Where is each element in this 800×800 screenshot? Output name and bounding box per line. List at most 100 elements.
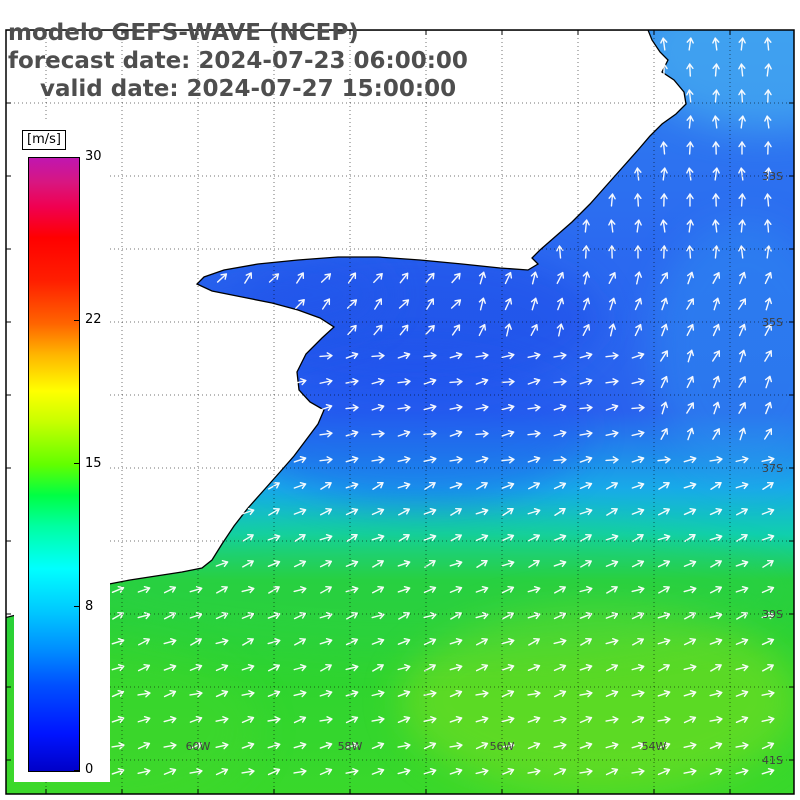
wind-arrow bbox=[137, 663, 151, 672]
wind-arrow bbox=[189, 690, 203, 698]
wind-arrow bbox=[374, 298, 383, 310]
wind-arrow bbox=[631, 378, 645, 386]
wind-arrow bbox=[764, 297, 773, 311]
wind-arrow bbox=[579, 455, 593, 464]
wind-arrow bbox=[657, 767, 671, 776]
wind-arrow bbox=[425, 272, 435, 284]
wind-arrow bbox=[683, 455, 697, 464]
wind-arrow bbox=[739, 271, 747, 285]
wind-arrow bbox=[608, 272, 617, 284]
wind-arrow bbox=[345, 715, 359, 724]
wind-arrow bbox=[709, 585, 723, 594]
wind-arrow bbox=[738, 245, 746, 259]
wind-arrow bbox=[631, 741, 645, 750]
wind-arrow bbox=[686, 298, 695, 310]
wind-arrow bbox=[660, 401, 669, 415]
wind-arrow bbox=[712, 193, 720, 207]
wind-arrow bbox=[686, 141, 694, 155]
wind-arrow bbox=[501, 456, 515, 464]
wind-arrow bbox=[634, 271, 642, 285]
wind-arrow bbox=[293, 586, 307, 594]
map-frame bbox=[5, 29, 795, 795]
wind-arrow bbox=[738, 298, 747, 310]
wind-arrow bbox=[267, 663, 281, 672]
wind-arrow bbox=[712, 141, 720, 155]
wind-arrow bbox=[527, 690, 541, 698]
wind-arrow bbox=[553, 456, 567, 464]
wind-arrow bbox=[371, 767, 385, 775]
wind-arrow bbox=[735, 507, 749, 516]
wind-arrow bbox=[319, 741, 333, 750]
lat-label: 35S bbox=[762, 316, 783, 329]
wind-arrow bbox=[423, 456, 437, 464]
wind-arrow bbox=[475, 430, 489, 438]
wind-arrow bbox=[553, 403, 567, 412]
wind-arrow bbox=[371, 352, 385, 360]
wind-arrow bbox=[215, 716, 229, 724]
wind-arrow bbox=[449, 429, 463, 438]
wind-arrow bbox=[764, 428, 773, 440]
wind-arrow bbox=[553, 767, 567, 776]
wind-arrow bbox=[475, 352, 489, 360]
wind-arrow bbox=[657, 456, 671, 464]
wind-arrow bbox=[606, 507, 618, 516]
wind-arrow bbox=[137, 741, 151, 750]
wind-arrow bbox=[424, 559, 436, 568]
wind-arrow bbox=[530, 271, 538, 285]
wind-arrow bbox=[527, 715, 541, 723]
wind-arrow bbox=[319, 559, 333, 568]
wind-arrow bbox=[475, 377, 489, 386]
wind-arrow bbox=[761, 716, 775, 724]
wind-arrow bbox=[215, 559, 229, 568]
wind-arrow bbox=[709, 507, 723, 516]
wind-arrow bbox=[634, 219, 642, 233]
wind-arrow bbox=[683, 507, 697, 516]
wind-arrow bbox=[712, 428, 721, 440]
wind-arrow bbox=[631, 586, 645, 594]
wind-arrow bbox=[267, 559, 281, 568]
wind-arrow bbox=[631, 351, 645, 360]
wind-arrow bbox=[319, 352, 333, 360]
colorbar-tick-label: 0 bbox=[85, 762, 94, 777]
wind-arrow bbox=[371, 430, 385, 438]
wind-arrow bbox=[163, 767, 177, 775]
wind-arrow bbox=[579, 586, 593, 594]
wind-arrow bbox=[399, 272, 409, 284]
wind-arrow bbox=[293, 768, 307, 776]
wind-arrow bbox=[242, 559, 254, 568]
wind-arrow bbox=[579, 715, 593, 724]
wind-arrow bbox=[605, 663, 619, 672]
wind-arrow bbox=[345, 637, 359, 646]
wind-arrow bbox=[764, 271, 773, 285]
lon-label: 60W bbox=[186, 740, 211, 753]
wind-arrow bbox=[241, 741, 255, 750]
wind-arrow bbox=[605, 430, 619, 438]
wind-arrow bbox=[267, 767, 281, 776]
wind-arrow bbox=[631, 430, 645, 438]
wind-arrow bbox=[397, 378, 411, 386]
wind-arrow bbox=[424, 663, 436, 672]
wind-arrow bbox=[449, 481, 463, 490]
wind-arrow bbox=[345, 507, 359, 516]
wind-arrow bbox=[241, 586, 255, 594]
wind-arrow bbox=[478, 323, 487, 337]
wind-arrow bbox=[371, 690, 385, 698]
wind-arrow bbox=[424, 481, 436, 490]
wind-arrow bbox=[215, 638, 229, 646]
wind-arrow bbox=[475, 637, 489, 646]
wind-arrow bbox=[373, 324, 383, 336]
wind-arrow bbox=[683, 689, 697, 698]
wind-arrow bbox=[631, 768, 645, 776]
wind-arrow bbox=[320, 481, 332, 490]
wind-arrow bbox=[293, 664, 307, 672]
wind-arrow bbox=[713, 375, 721, 389]
wind-arrow bbox=[451, 324, 461, 336]
wind-arrow bbox=[658, 481, 670, 490]
wind-arrow bbox=[319, 767, 333, 776]
wind-arrow bbox=[501, 716, 515, 724]
wind-arrow bbox=[657, 689, 671, 698]
wind-arrow bbox=[658, 585, 670, 594]
wind-arrow bbox=[501, 533, 515, 542]
wind-arrow bbox=[527, 663, 541, 671]
